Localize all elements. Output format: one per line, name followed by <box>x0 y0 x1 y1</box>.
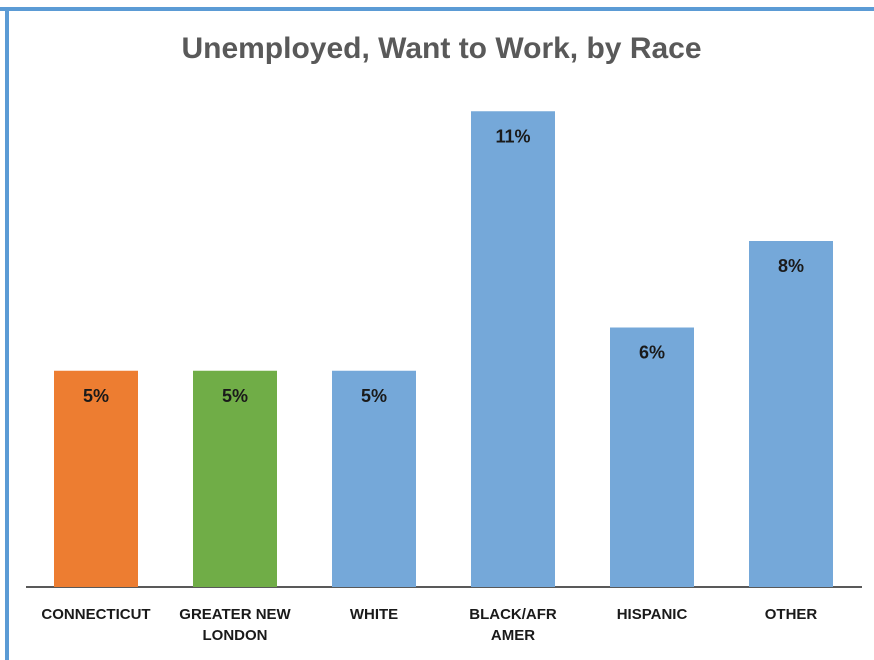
category-label: WHITE <box>350 606 398 623</box>
data-label: 5% <box>361 386 387 406</box>
frame-border-top <box>0 7 874 11</box>
bar-greater-new-london <box>193 370 277 587</box>
data-label: 11% <box>495 126 530 146</box>
category-label: LONDON <box>203 627 268 644</box>
category-label: GREATER NEW <box>179 606 291 623</box>
frame-border-left <box>5 7 9 660</box>
bar-connecticut <box>54 370 138 587</box>
category-label: CONNECTICUT <box>41 606 150 623</box>
category-label: HISPANIC <box>617 606 688 623</box>
category-label: BLACK/AFR <box>469 606 557 623</box>
bar-black-afr-amer <box>471 111 555 587</box>
category-label: OTHER <box>765 606 818 623</box>
data-label: 8% <box>778 256 804 276</box>
data-label: 5% <box>83 386 109 406</box>
data-label: 6% <box>639 343 665 363</box>
bar-white <box>332 370 416 587</box>
bar-hispanic <box>610 327 694 587</box>
data-label: 5% <box>222 386 248 406</box>
bar-other <box>749 241 833 587</box>
category-label: AMER <box>491 627 535 644</box>
chart-title: Unemployed, Want to Work, by Race <box>181 32 702 65</box>
